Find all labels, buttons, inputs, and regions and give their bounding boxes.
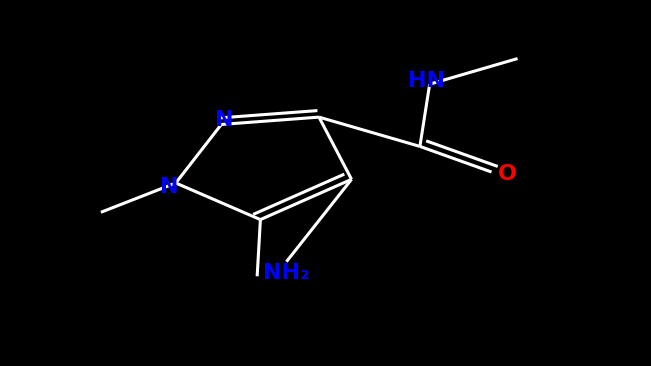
Text: NH₂: NH₂ [263,263,310,283]
Text: HN: HN [408,71,445,90]
Text: O: O [498,164,518,184]
Text: N: N [160,177,178,197]
Text: N: N [215,110,234,130]
